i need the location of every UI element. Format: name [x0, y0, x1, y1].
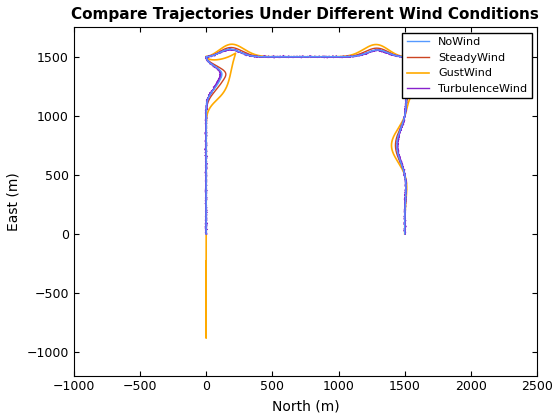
SteadyWind — [275, 54, 282, 59]
SteadyWind — [402, 231, 408, 236]
NoWind — [203, 231, 209, 236]
SteadyWind — [203, 173, 209, 178]
Line: TurbulenceWind: TurbulenceWind — [205, 49, 412, 234]
TurbulenceWind — [203, 173, 209, 178]
TurbulenceWind — [203, 158, 209, 163]
Line: NoWind: NoWind — [206, 49, 412, 234]
GustWind — [228, 42, 235, 47]
SteadyWind — [393, 150, 400, 155]
NoWind — [227, 47, 234, 52]
GustWind — [203, 336, 209, 341]
GustWind — [203, 271, 209, 276]
TurbulenceWind — [202, 217, 209, 222]
NoWind — [394, 150, 401, 155]
GustWind — [203, 312, 209, 317]
GustWind — [203, 186, 209, 192]
SteadyWind — [203, 158, 209, 163]
NoWind — [203, 158, 209, 163]
Line: GustWind: GustWind — [206, 44, 419, 338]
SteadyWind — [203, 231, 209, 236]
SteadyWind — [203, 217, 209, 222]
GustWind — [402, 231, 408, 236]
Title: Compare Trajectories Under Different Wind Conditions: Compare Trajectories Under Different Win… — [72, 7, 539, 22]
SteadyWind — [203, 190, 209, 195]
NoWind — [402, 231, 408, 236]
Line: SteadyWind: SteadyWind — [206, 47, 414, 234]
X-axis label: North (m): North (m) — [272, 399, 339, 413]
TurbulenceWind — [402, 232, 408, 237]
GustWind — [390, 150, 396, 155]
NoWind — [275, 54, 282, 59]
TurbulenceWind — [402, 231, 409, 236]
TurbulenceWind — [395, 150, 402, 155]
TurbulenceWind — [202, 189, 209, 194]
Y-axis label: East (m): East (m) — [7, 172, 21, 231]
Legend: NoWind, SteadyWind, GustWind, TurbulenceWind: NoWind, SteadyWind, GustWind, Turbulence… — [403, 33, 531, 98]
TurbulenceWind — [275, 54, 282, 59]
GustWind — [203, 259, 209, 264]
NoWind — [203, 173, 209, 178]
TurbulenceWind — [203, 231, 210, 236]
GustWind — [203, 159, 209, 164]
GustWind — [275, 54, 282, 59]
NoWind — [203, 217, 209, 222]
TurbulenceWind — [226, 46, 233, 51]
NoWind — [203, 190, 209, 195]
SteadyWind — [227, 45, 234, 50]
